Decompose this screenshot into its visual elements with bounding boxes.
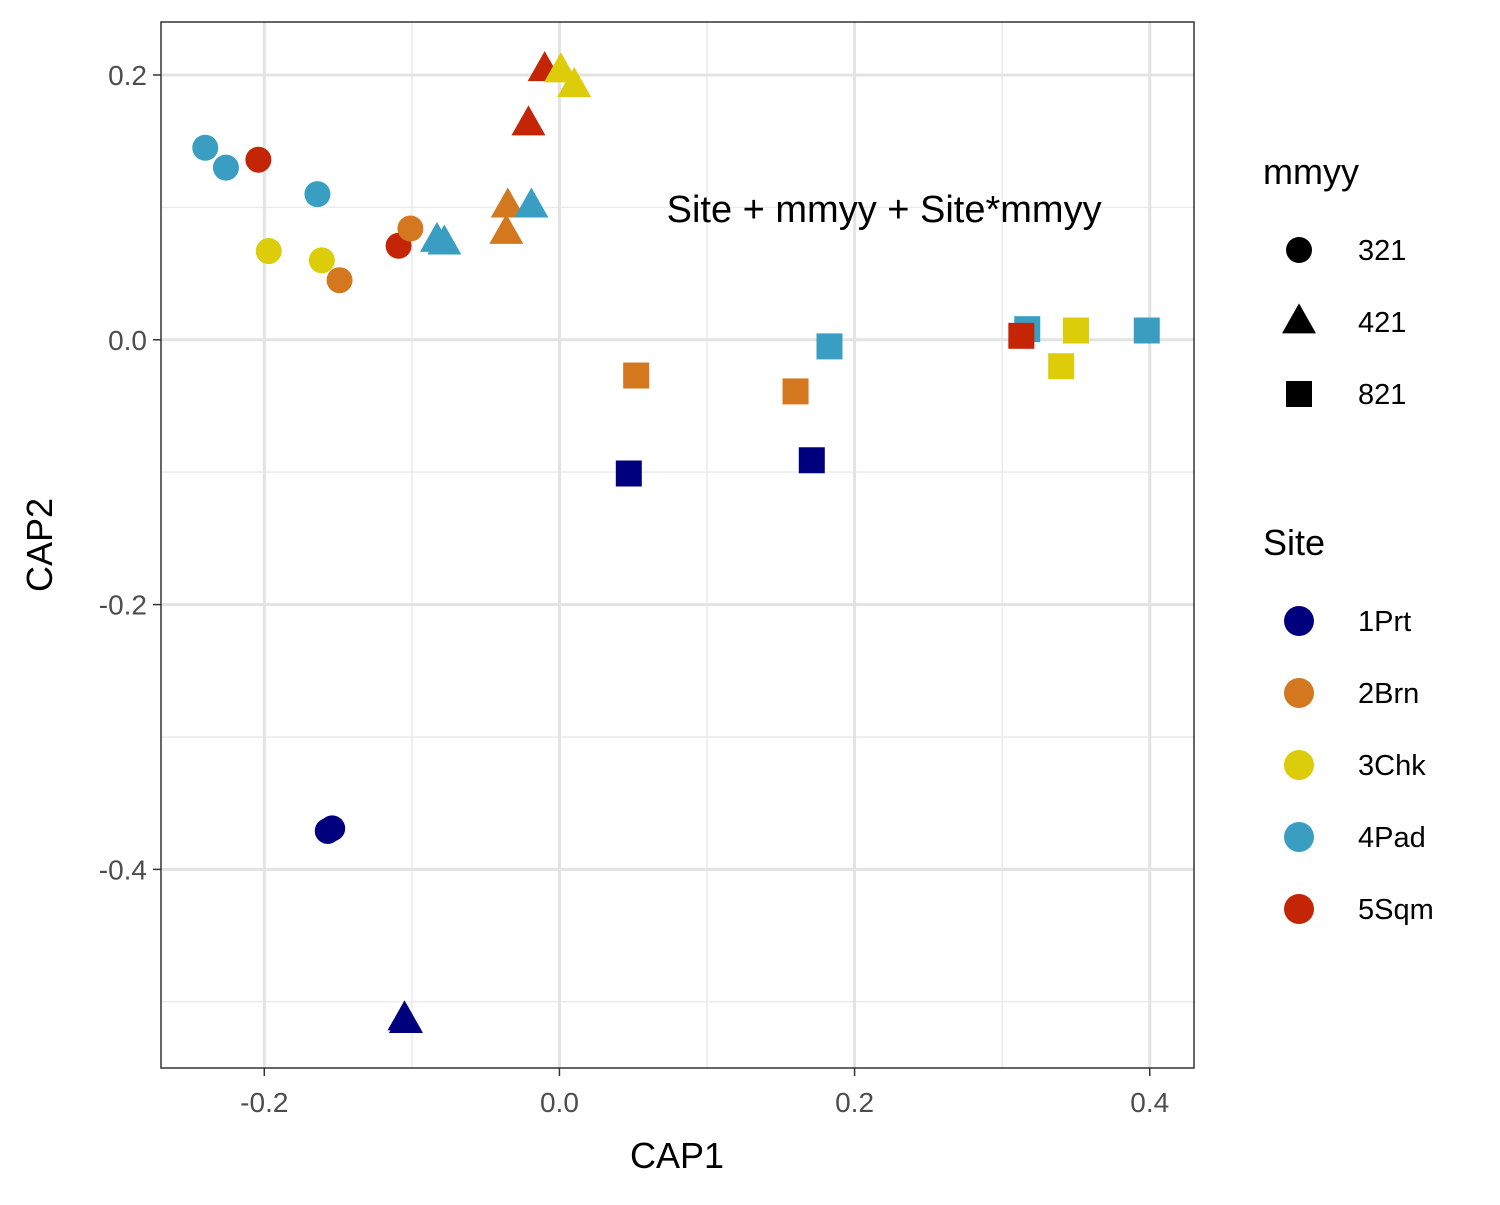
y-tick-label: 0.0 [108,325,147,356]
data-point [304,181,331,208]
data-point [782,378,809,405]
legend-site-title: Site [1263,522,1325,563]
legend-site-label: 4Pad [1358,822,1426,854]
legend-key-circle-icon [1286,237,1312,263]
x-tick-label: 0.4 [1130,1087,1169,1118]
legend-site-items: 1Prt 2Brn 3Chk 4Pad 5Sqm [1284,606,1434,926]
legend-key-circle-icon [1284,606,1314,636]
legend-site: Site 1Prt 2Brn 3Chk 4Pad 5Sqm [1263,522,1434,926]
legend-site-label: 5Sqm [1358,894,1434,926]
legend-site-label: 3Chk [1358,750,1426,782]
legend-mmyy-label: 321 [1358,235,1406,267]
legend-site-label: 2Brn [1358,678,1419,710]
data-point [1062,317,1089,344]
legend-mmyy: mmyy 321 421 821 [1263,151,1406,411]
data-points [192,51,1160,1034]
data-point [816,333,843,360]
data-point [623,362,650,389]
data-point [388,1003,423,1034]
y-tick-label: -0.4 [99,854,147,885]
data-point [1133,317,1160,344]
data-point [1008,322,1035,349]
data-point [245,146,272,173]
legend-key-square-icon [1286,381,1312,407]
data-point [1048,353,1075,380]
y-axis-title: CAP2 [19,498,60,592]
plot-border [160,21,1195,1069]
legend-key-triangle-icon [1282,303,1316,334]
data-point [798,447,825,474]
y-tick-label: 0.2 [108,60,147,91]
data-point [212,154,239,181]
legend-mmyy-items: 321 421 821 [1282,235,1406,411]
legend-key-circle-icon [1284,750,1314,780]
x-axis-title: CAP1 [630,1135,724,1176]
data-point [308,247,335,274]
y-axis-ticks: -0.4 -0.2 0.0 0.2 [99,60,161,885]
x-axis-ticks: -0.2 0.0 0.2 0.4 [240,1068,1169,1118]
data-point [514,187,549,218]
x-tick-label: -0.2 [240,1087,288,1118]
data-point [557,66,592,97]
x-tick-label: 0.0 [540,1087,579,1118]
data-point [543,52,578,83]
x-tick-label: 0.2 [835,1087,874,1118]
legend-mmyy-label: 421 [1358,307,1406,339]
legend-mmyy-label: 821 [1358,379,1406,411]
plot-panel [161,22,1194,1068]
legend-mmyy-title: mmyy [1263,151,1359,192]
annotation-text: Site + mmyy + Site*mmyy [667,189,1102,231]
grid-minor [161,22,1194,1068]
legend-key-circle-icon [1284,678,1314,708]
data-point [511,105,546,136]
data-point [255,238,282,265]
y-tick-label: -0.2 [99,590,147,621]
data-point [326,267,353,294]
data-point [319,815,346,842]
data-point [490,187,525,218]
legend-key-circle-icon [1284,894,1314,924]
legend-site-label: 1Prt [1358,606,1411,638]
data-point [489,213,524,244]
data-point [397,215,424,242]
data-point [192,134,219,161]
data-point [615,460,642,487]
legend-key-circle-icon [1284,822,1314,852]
data-point [427,224,462,255]
